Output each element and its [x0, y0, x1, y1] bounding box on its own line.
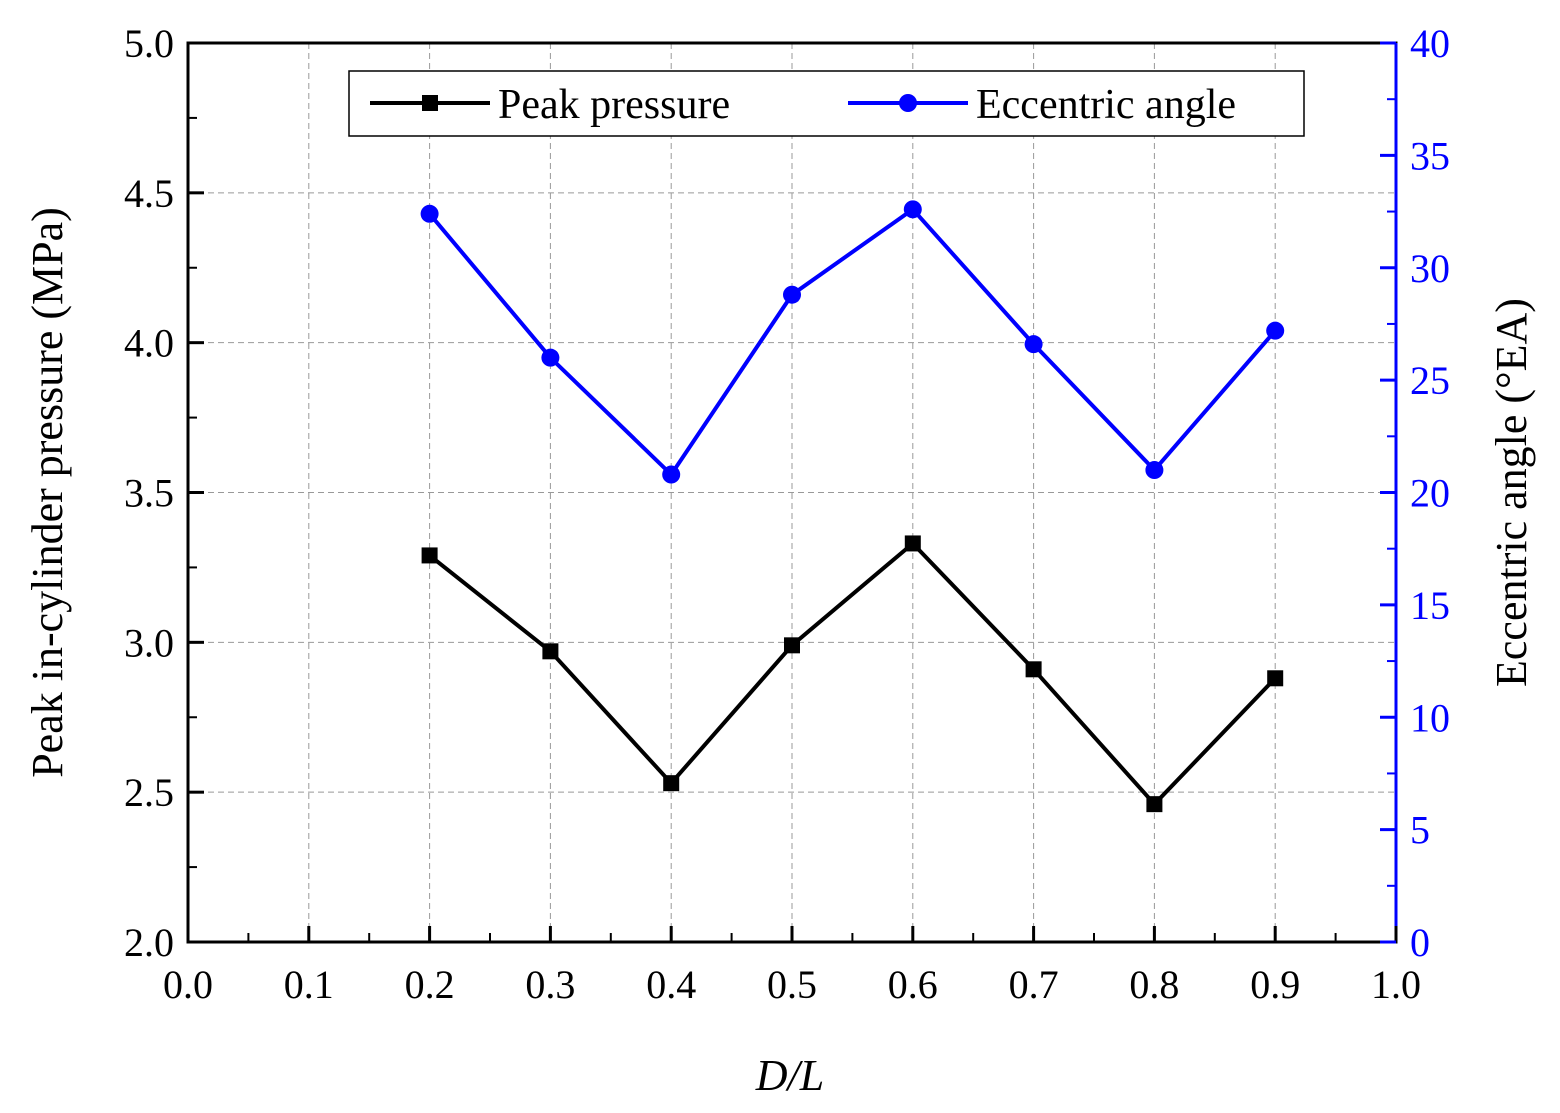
- series-layer: [420, 200, 1285, 813]
- x-tick-label: 0.7: [1009, 962, 1059, 1007]
- peak-pressure-point: [1146, 796, 1163, 813]
- peak-pressure-point: [1267, 670, 1284, 687]
- legend-label: Peak pressure: [498, 82, 730, 128]
- peak-pressure-point: [904, 535, 921, 552]
- legend-marker-square: [422, 95, 438, 111]
- right-y-tick-label: 15: [1410, 583, 1450, 628]
- peak-pressure-point: [663, 775, 680, 792]
- peak-pressure-point: [784, 637, 800, 654]
- x-tick-label: 0.1: [284, 962, 334, 1007]
- eccentric-angle-point: [783, 285, 801, 304]
- grid-lines: [188, 43, 1396, 942]
- left-y-tick-label: 2.5: [124, 770, 174, 815]
- left-axis-title: Peak in-cylinder pressure (MPa): [23, 207, 72, 778]
- peak-pressure-point: [421, 547, 438, 564]
- legend: Peak pressure Eccentric angle: [348, 70, 1305, 137]
- right-y-tick-label: 40: [1410, 21, 1450, 66]
- x-tick-label: 1.0: [1371, 962, 1421, 1007]
- x-tick-label: 0.9: [1250, 962, 1300, 1007]
- legend-box: [348, 70, 1305, 137]
- x-tick-label: 0.8: [1129, 962, 1179, 1007]
- right-y-tick-label: 25: [1410, 358, 1450, 403]
- eccentric-angle-point: [903, 200, 922, 219]
- eccentric-angle-point: [420, 204, 439, 223]
- left-y-tick-label: 3.5: [124, 471, 174, 516]
- x-tick-label: 0.5: [767, 962, 817, 1007]
- left-y-tick-label: 2.0: [124, 920, 174, 965]
- right-y-tick-label: 5: [1410, 808, 1430, 853]
- left-y-tick-label: 4.0: [124, 321, 174, 366]
- peak-pressure-point: [542, 643, 559, 660]
- peak-pressure-point: [1025, 661, 1042, 678]
- eccentric-angle-point: [1024, 335, 1043, 354]
- eccentric-angle-point: [662, 465, 681, 484]
- x-axis-title: D/L: [755, 1051, 824, 1100]
- series-line-eccentric-angle: [428, 206, 1277, 478]
- series-line-peak-pressure: [428, 540, 1277, 808]
- x-tick-label: 0.6: [888, 962, 938, 1007]
- left-y-tick-label: 3.0: [124, 620, 174, 665]
- right-y-tick-label: 10: [1410, 695, 1450, 740]
- x-tick-label: 0.3: [525, 962, 575, 1007]
- legend-marker-circle: [899, 94, 917, 112]
- right-y-tick-label: 20: [1410, 471, 1450, 516]
- x-tick-label: 0.4: [646, 962, 696, 1007]
- eccentric-angle-point: [541, 348, 560, 367]
- left-y-tick-label: 5.0: [124, 21, 174, 66]
- left-y-tick-label: 4.5: [124, 171, 174, 216]
- right-y-tick-label: 35: [1410, 133, 1450, 178]
- x-tick-label: 0.0: [163, 962, 213, 1007]
- right-y-tick-label: 30: [1410, 246, 1450, 291]
- legend-label: Eccentric angle: [976, 82, 1236, 128]
- axes-layer: 0.0 0.1 0.2 0.3 0.4 0.5 0.6 0.7 0.8 0.9 1.0 2.0 2.5 3…: [124, 21, 1450, 1007]
- right-axis-title: Eccentric angle (°EA): [1487, 298, 1536, 687]
- eccentric-angle-point: [1145, 461, 1164, 480]
- eccentric-angle-point: [1266, 321, 1285, 340]
- right-y-tick-label: 0: [1410, 920, 1430, 965]
- x-tick-label: 0.2: [405, 962, 455, 1007]
